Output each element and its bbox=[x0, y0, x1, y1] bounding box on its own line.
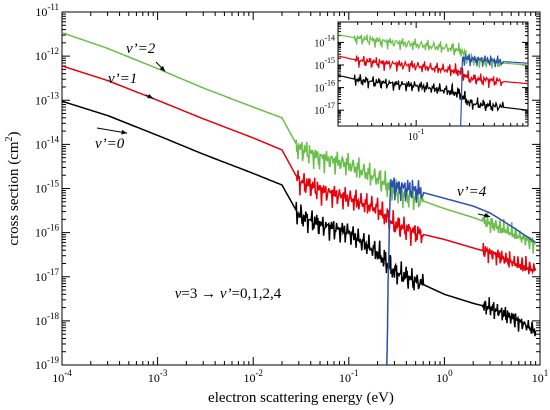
annotation-v0: v’=0 bbox=[95, 136, 125, 152]
inset-y-tick-label: 10-17 bbox=[314, 101, 335, 117]
annotation-v2: v’=2 bbox=[126, 41, 156, 57]
main-series-v2-line bbox=[62, 31, 536, 254]
x-axis-title: electron scattering energy (eV) bbox=[208, 390, 394, 406]
annotation-v4: v’=4 bbox=[457, 184, 487, 200]
main-series-v1-line bbox=[62, 65, 537, 275]
main-x-tick-label: 10-4 bbox=[52, 368, 72, 385]
inset-series-group bbox=[338, 34, 528, 126]
inset-x-tick-label: 10-1 bbox=[408, 127, 425, 143]
main-y-tick-label: 10-13 bbox=[35, 90, 59, 107]
main-y-tick-label: 10-12 bbox=[35, 46, 59, 63]
inset-series-v0-line bbox=[338, 74, 528, 112]
main-x-tick-label: 101 bbox=[532, 368, 549, 385]
main-series-v0-line bbox=[62, 100, 537, 337]
inset-series-v2-line bbox=[338, 34, 528, 69]
main-x-tick-label: 10-3 bbox=[148, 368, 168, 385]
main-y-tick-label: 10-19 bbox=[35, 355, 59, 372]
main-y-tick-label: 10-18 bbox=[35, 311, 59, 328]
main-y-tick-label: 10-14 bbox=[35, 134, 59, 151]
main-y-tick-label: 10-17 bbox=[35, 267, 59, 284]
main-series-v4-line bbox=[386, 177, 537, 365]
main-y-tick-label: 10-15 bbox=[35, 179, 59, 196]
main-x-tick-label: 10-2 bbox=[243, 368, 263, 385]
annotation-arrowhead bbox=[159, 65, 166, 72]
annotation-arrowhead bbox=[147, 93, 154, 99]
annotation-v1: v’=1 bbox=[108, 71, 137, 87]
inset-series-v4-line bbox=[460, 53, 528, 126]
main-x-tick-label: 10-1 bbox=[339, 368, 359, 385]
inset-plot-area: 10-1 10-17 10-16 10-15 10-14 bbox=[314, 21, 529, 143]
main-x-tick-label: 100 bbox=[436, 368, 453, 385]
inset-y-tick-label: 10-16 bbox=[314, 79, 335, 95]
main-y-tick-label: 10-11 bbox=[35, 2, 59, 19]
annotation-arrowhead bbox=[484, 213, 491, 218]
inset-y-tick-label: 10-14 bbox=[314, 33, 335, 49]
y-axis-title: cross section (cm2) bbox=[4, 131, 22, 245]
inset-y-tick-label: 10-15 bbox=[314, 56, 335, 72]
inset-series-v1-line bbox=[338, 55, 528, 89]
main-y-tick-label: 10-16 bbox=[35, 223, 59, 240]
transition-caption: v=3 → v’=0,1,2,4 bbox=[175, 286, 282, 302]
annotation-arrowhead bbox=[121, 129, 128, 135]
main-series-group bbox=[62, 31, 537, 365]
